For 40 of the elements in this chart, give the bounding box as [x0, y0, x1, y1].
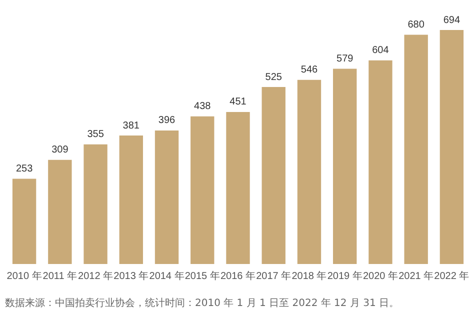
- data-label: 396: [158, 115, 176, 126]
- bar: [333, 68, 357, 264]
- data-label: 525: [265, 72, 282, 83]
- bar: [12, 178, 36, 264]
- x-tick-label: 2011 年: [42, 270, 78, 282]
- data-label: 381: [122, 120, 140, 132]
- bar: [440, 30, 464, 264]
- data-label: 546: [300, 64, 318, 76]
- bar: [119, 136, 143, 264]
- data-label: 604: [372, 45, 390, 56]
- x-tick-label: 2013 年: [114, 270, 149, 282]
- x-tick-label: 2015 年: [184, 270, 220, 282]
- bar: [154, 130, 179, 264]
- data-label: 694: [443, 14, 460, 26]
- data-label: 309: [52, 144, 69, 156]
- bar: [190, 116, 214, 264]
- x-tick-label: 2014 年: [149, 270, 184, 282]
- x-tick-label: 2020 年: [362, 270, 398, 282]
- x-tick-label: 2022 年: [434, 270, 470, 282]
- data-label: 355: [87, 129, 104, 140]
- source-note: 数据来源：中国拍卖行业协会，统计时间：2010 年 1 月 1 日至 2022 年 12 月 31 日。: [4, 296, 400, 310]
- data-label: 451: [230, 96, 247, 108]
- bar: [404, 34, 428, 264]
- x-tick-label: 2019 年: [327, 270, 362, 282]
- data-label: 253: [16, 163, 34, 174]
- data-label: 438: [194, 101, 212, 112]
- bar: [84, 144, 108, 264]
- data-label: 680: [408, 19, 425, 30]
- x-tick-label: 2017 年: [256, 270, 292, 282]
- bar: [262, 87, 286, 264]
- data-label: 579: [336, 54, 354, 65]
- bar: [297, 80, 322, 264]
- x-tick-label: 2016 年: [220, 270, 256, 282]
- x-tick-label: 2012 年: [78, 270, 114, 282]
- bar: [226, 112, 250, 264]
- x-tick-label: 2010 年: [6, 270, 42, 282]
- x-tick-label: 2021 年: [398, 270, 434, 282]
- bar: [368, 60, 392, 264]
- x-tick-label: 2018 年: [292, 270, 327, 282]
- bar: [48, 160, 72, 264]
